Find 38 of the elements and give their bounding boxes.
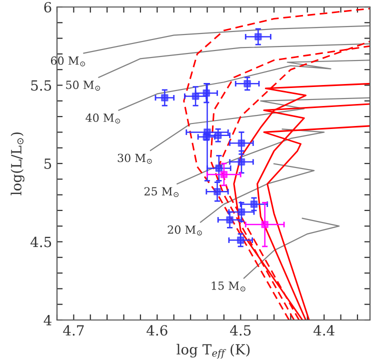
series-label: 25 M$_{⊙}$ — [144, 187, 179, 198]
y-tick-label: 6 — [44, 2, 52, 12]
line-series — [176, 128, 325, 184]
x-tick-label: 4.4 — [313, 325, 334, 336]
point — [214, 188, 221, 196]
point — [261, 220, 268, 228]
y-axis-title: log(L/L$_{⊙}$) — [10, 132, 24, 196]
point — [215, 164, 223, 172]
point — [236, 236, 244, 244]
series-label: 20 M$_{⊙}$ — [168, 225, 202, 236]
y-tick-label: 4 — [44, 314, 52, 326]
point — [238, 208, 246, 216]
point — [254, 33, 262, 40]
series-label: 40 M$_{⊙}$ — [86, 114, 120, 124]
line-series — [98, 43, 370, 78]
point — [244, 80, 251, 88]
series-label: 50 M$_{⊙}$ — [66, 80, 100, 91]
point — [192, 92, 200, 100]
x-tick-label: 4.7 — [63, 325, 84, 336]
y-tick-label: 5 — [44, 158, 52, 169]
series-label: 30 M$_{⊙}$ — [118, 154, 152, 164]
point — [250, 200, 258, 208]
series-label: 15 M$_{⊙}$ — [212, 281, 246, 292]
line-series — [243, 218, 340, 279]
y-tick-label: 4.5 — [30, 236, 52, 248]
point — [220, 170, 228, 178]
point — [226, 216, 234, 224]
y-tick-label: 5.5 — [31, 80, 52, 91]
x-axis-title: log T$_{eff}$ (K) — [176, 344, 250, 359]
line-series — [83, 25, 370, 54]
line-series — [150, 97, 370, 152]
x-tick-label: 4.5 — [230, 325, 251, 336]
point — [238, 140, 246, 147]
point — [238, 158, 246, 166]
point — [161, 94, 168, 102]
line-series — [118, 60, 370, 111]
x-tick-label: 4.6 — [146, 325, 168, 336]
line-series — [200, 163, 315, 223]
